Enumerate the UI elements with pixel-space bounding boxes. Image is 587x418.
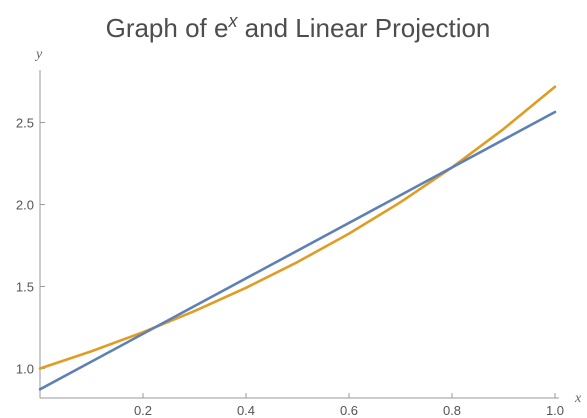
y-tick-label: 1.5 — [16, 279, 34, 294]
y-tick-label: 2.5 — [16, 115, 34, 130]
plot-area: 0.2 0.4 0.6 0.8 1.0 1.0 1.5 2.0 2.5 — [16, 70, 564, 418]
x-tick-label: 1.0 — [546, 403, 564, 418]
series-line-linear — [38, 110, 557, 391]
x-tick-label: 0.2 — [134, 403, 152, 418]
y-ticks: 1.0 1.5 2.0 2.5 — [16, 115, 45, 376]
x-ticks: 0.2 0.4 0.6 0.8 1.0 — [134, 393, 564, 418]
x-axis-label: x — [574, 391, 582, 406]
x-tick-label: 0.6 — [340, 403, 358, 418]
x-tick-label: 0.4 — [237, 403, 255, 418]
chart-title: Graph of ex and Linear Projection — [106, 11, 491, 43]
series-layer — [38, 85, 557, 391]
y-tick-label: 1.0 — [16, 361, 34, 376]
y-tick-label: 2.0 — [16, 197, 34, 212]
series-line-exp — [38, 85, 557, 370]
x-tick-label: 0.8 — [443, 403, 461, 418]
y-axis-label: y — [34, 47, 43, 62]
